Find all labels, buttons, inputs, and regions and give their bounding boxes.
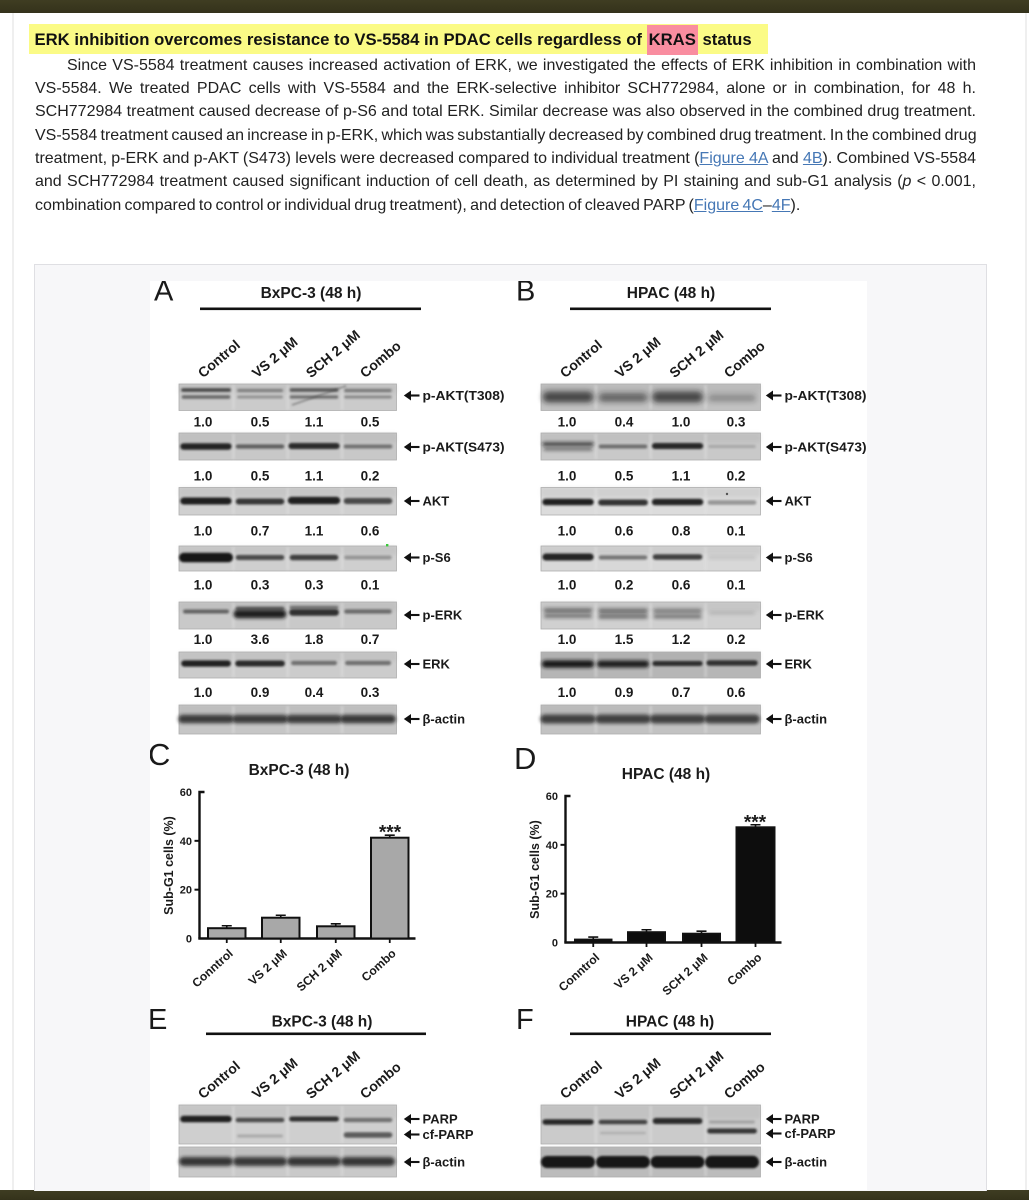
svg-text:p-AKT(T308): p-AKT(T308) bbox=[785, 388, 867, 403]
svg-text:1.0: 1.0 bbox=[194, 578, 213, 593]
svg-text:BxPC-3 (48 h): BxPC-3 (48 h) bbox=[249, 762, 350, 779]
svg-text:0.2: 0.2 bbox=[615, 578, 634, 593]
svg-text:PARP: PARP bbox=[423, 1112, 458, 1127]
svg-text:β-actin: β-actin bbox=[785, 712, 828, 727]
svg-text:0.6: 0.6 bbox=[361, 524, 380, 539]
svg-text:0.6: 0.6 bbox=[615, 524, 634, 539]
svg-text:BxPC-3 (48 h): BxPC-3 (48 h) bbox=[272, 1014, 373, 1031]
svg-text:1.0: 1.0 bbox=[558, 524, 577, 539]
svg-text:HPAC (48 h): HPAC (48 h) bbox=[627, 285, 715, 302]
svg-text:0.5: 0.5 bbox=[251, 415, 270, 430]
svg-text:0.7: 0.7 bbox=[251, 524, 270, 539]
svg-text:1.1: 1.1 bbox=[305, 415, 324, 430]
svg-text:p-AKT(S473): p-AKT(S473) bbox=[423, 440, 505, 455]
svg-text:p-AKT(S473): p-AKT(S473) bbox=[785, 440, 867, 455]
svg-text:60: 60 bbox=[180, 787, 192, 799]
svg-text:3.6: 3.6 bbox=[251, 632, 270, 647]
svg-text:A: A bbox=[154, 281, 174, 308]
svg-text:p-ERK: p-ERK bbox=[785, 608, 825, 623]
svg-text:0.4: 0.4 bbox=[615, 415, 634, 430]
svg-text:0.3: 0.3 bbox=[251, 578, 270, 593]
svg-text:β-actin: β-actin bbox=[423, 1155, 466, 1170]
svg-text:1.1: 1.1 bbox=[305, 469, 324, 484]
svg-text:0.8: 0.8 bbox=[672, 524, 691, 539]
svg-text:1.0: 1.0 bbox=[194, 685, 213, 700]
svg-text:20: 20 bbox=[546, 889, 558, 901]
svg-text:0.7: 0.7 bbox=[361, 632, 380, 647]
svg-text:1.0: 1.0 bbox=[672, 415, 691, 430]
svg-text:0.7: 0.7 bbox=[672, 685, 691, 700]
svg-text:0.5: 0.5 bbox=[615, 469, 634, 484]
svg-text:1.8: 1.8 bbox=[305, 632, 324, 647]
svg-text:0.4: 0.4 bbox=[305, 685, 324, 700]
svg-text:0.6: 0.6 bbox=[727, 685, 746, 700]
svg-text:1.5: 1.5 bbox=[615, 632, 634, 647]
svg-text:1.0: 1.0 bbox=[558, 632, 577, 647]
svg-text:p-S6: p-S6 bbox=[785, 550, 813, 565]
svg-text:0.9: 0.9 bbox=[615, 685, 634, 700]
svg-text:0.5: 0.5 bbox=[251, 469, 270, 484]
svg-text:p-S6: p-S6 bbox=[423, 550, 451, 565]
svg-text:0.5: 0.5 bbox=[361, 415, 380, 430]
svg-text:0.6: 0.6 bbox=[672, 578, 691, 593]
svg-text:0.1: 0.1 bbox=[727, 578, 746, 593]
svg-text:1.0: 1.0 bbox=[558, 578, 577, 593]
svg-text:AKT: AKT bbox=[785, 494, 812, 509]
svg-text:***: *** bbox=[379, 823, 402, 844]
svg-text:0.3: 0.3 bbox=[361, 685, 380, 700]
svg-text:B: B bbox=[516, 281, 535, 308]
svg-text:β-actin: β-actin bbox=[423, 712, 466, 727]
svg-text:60: 60 bbox=[546, 791, 558, 803]
svg-text:0.1: 0.1 bbox=[361, 578, 380, 593]
svg-text:0.3: 0.3 bbox=[727, 415, 746, 430]
svg-text:1.1: 1.1 bbox=[305, 524, 324, 539]
svg-text:HPAC (48 h): HPAC (48 h) bbox=[622, 766, 710, 783]
svg-text:p-AKT(T308): p-AKT(T308) bbox=[423, 388, 505, 403]
svg-text:cf-PARP: cf-PARP bbox=[785, 1126, 836, 1141]
svg-text:1.0: 1.0 bbox=[558, 469, 577, 484]
svg-text:20: 20 bbox=[180, 885, 192, 897]
svg-text:0.2: 0.2 bbox=[727, 632, 746, 647]
svg-text:BxPC-3 (48 h): BxPC-3 (48 h) bbox=[261, 285, 362, 302]
svg-text:Sub-G1 cells (%): Sub-G1 cells (%) bbox=[162, 816, 176, 915]
svg-text:***: *** bbox=[744, 812, 767, 833]
svg-text:β-actin: β-actin bbox=[785, 1155, 828, 1170]
svg-text:PARP: PARP bbox=[785, 1112, 820, 1127]
svg-text:1.2: 1.2 bbox=[672, 632, 691, 647]
svg-text:1.0: 1.0 bbox=[194, 632, 213, 647]
svg-text:1.0: 1.0 bbox=[558, 685, 577, 700]
svg-text:C: C bbox=[150, 737, 170, 772]
svg-text:0.2: 0.2 bbox=[361, 469, 380, 484]
svg-text:1.0: 1.0 bbox=[194, 524, 213, 539]
svg-text:Sub-G1 cells (%): Sub-G1 cells (%) bbox=[528, 820, 542, 919]
svg-text:E: E bbox=[150, 1004, 167, 1036]
svg-text:D: D bbox=[514, 741, 536, 776]
svg-text:F: F bbox=[516, 1004, 534, 1036]
svg-text:1.0: 1.0 bbox=[194, 469, 213, 484]
svg-text:cf-PARP: cf-PARP bbox=[423, 1127, 474, 1142]
svg-text:p-ERK: p-ERK bbox=[423, 608, 463, 623]
svg-text:0.2: 0.2 bbox=[727, 469, 746, 484]
svg-text:0: 0 bbox=[186, 934, 192, 946]
svg-text:AKT: AKT bbox=[423, 494, 450, 509]
svg-text:ERK: ERK bbox=[785, 657, 813, 672]
svg-text:1.1: 1.1 bbox=[672, 469, 691, 484]
svg-text:1.0: 1.0 bbox=[558, 415, 577, 430]
svg-text:0.9: 0.9 bbox=[251, 685, 270, 700]
svg-text:0.3: 0.3 bbox=[305, 578, 324, 593]
svg-text:40: 40 bbox=[546, 840, 558, 852]
svg-text:1.0: 1.0 bbox=[194, 415, 213, 430]
svg-text:HPAC (48 h): HPAC (48 h) bbox=[626, 1014, 714, 1031]
svg-text:ERK: ERK bbox=[423, 657, 451, 672]
svg-text:0: 0 bbox=[552, 938, 558, 950]
svg-text:0.1: 0.1 bbox=[727, 524, 746, 539]
svg-text:40: 40 bbox=[180, 836, 192, 848]
